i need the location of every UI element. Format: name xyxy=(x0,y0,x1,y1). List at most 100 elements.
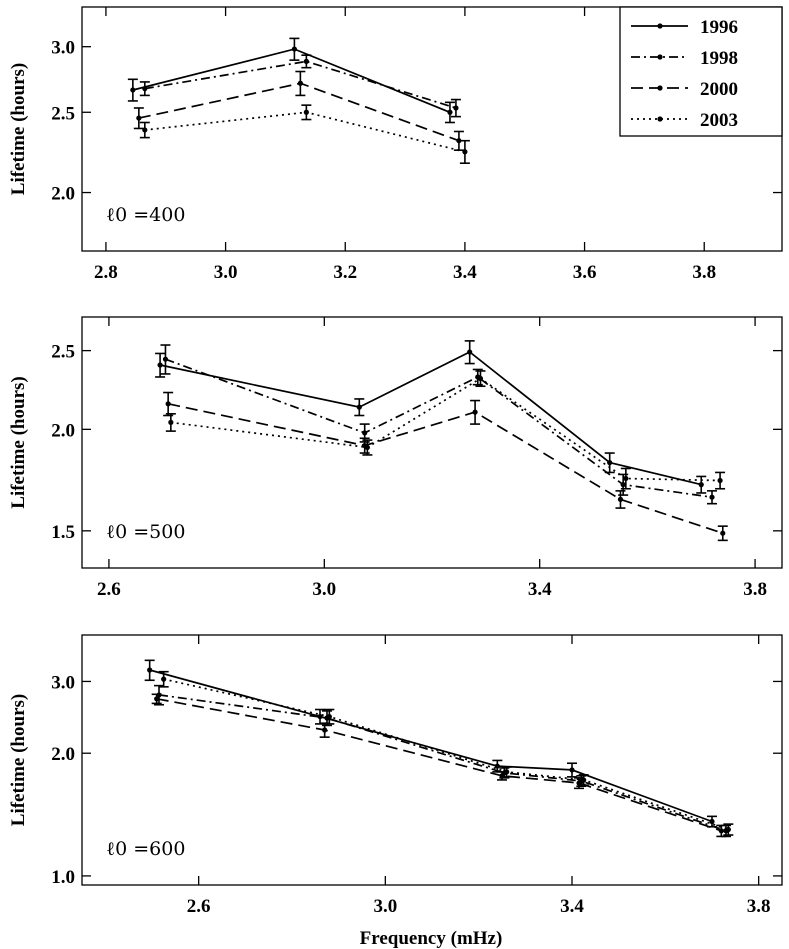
x-tick-label: 3.8 xyxy=(692,262,716,283)
data-point xyxy=(472,409,478,415)
series-2003 xyxy=(165,370,726,490)
y-tick-label: 2.0 xyxy=(51,420,75,441)
x-tick-label: 3.8 xyxy=(743,579,767,600)
data-point xyxy=(504,769,510,775)
plot-frame xyxy=(81,634,783,886)
legend-label-1996: 1996 xyxy=(700,17,738,38)
data-point xyxy=(620,482,626,488)
data-point xyxy=(499,773,505,779)
y-tick-label: 2.5 xyxy=(51,342,75,363)
y-tick-label: 1.0 xyxy=(51,867,75,888)
data-point xyxy=(453,105,459,111)
degree-annotation: ℓ0 =600 xyxy=(106,838,185,860)
data-point xyxy=(130,87,136,93)
data-point xyxy=(720,530,726,536)
y-axis-title: Lifetime (hours) xyxy=(8,694,29,826)
y-tick-label: 3.0 xyxy=(51,672,75,693)
series-line-2000 xyxy=(138,82,460,142)
data-point xyxy=(291,46,297,52)
data-point xyxy=(709,818,715,825)
x-tick-label: 3.0 xyxy=(373,896,397,917)
series-2003 xyxy=(139,104,470,164)
series-2000 xyxy=(151,693,727,838)
data-point xyxy=(447,109,453,115)
series-line-1996 xyxy=(159,350,702,486)
data-point xyxy=(477,375,484,382)
legend-label-1998: 1998 xyxy=(700,48,738,69)
data-point xyxy=(581,777,587,783)
data-point xyxy=(136,115,142,121)
series-line-1996 xyxy=(132,48,451,114)
x-tick-label: 3.4 xyxy=(528,579,552,600)
data-point xyxy=(157,362,163,368)
series-line-1996 xyxy=(149,669,713,823)
data-point xyxy=(168,419,174,425)
data-point xyxy=(303,109,309,115)
data-point xyxy=(147,667,153,673)
degree-annotation: ℓ0 =400 xyxy=(106,204,185,226)
legend-label-2003: 2003 xyxy=(700,110,738,131)
legend-label-2000: 2000 xyxy=(700,79,738,100)
y-tick-label: 1.5 xyxy=(51,522,75,543)
series-1996 xyxy=(144,659,717,828)
data-point xyxy=(161,676,167,682)
series-line-2003 xyxy=(144,111,466,153)
legend-marker-1998 xyxy=(657,54,663,60)
data-point xyxy=(364,444,370,451)
series-line-1998 xyxy=(158,694,727,832)
data-point xyxy=(356,404,362,410)
series-line-1998 xyxy=(144,60,457,109)
data-point xyxy=(717,477,723,484)
x-tick-label: 3.6 xyxy=(573,262,597,283)
data-point xyxy=(162,356,169,362)
series-line-2000 xyxy=(156,697,722,832)
series-2000 xyxy=(133,70,464,151)
y-tick-label: 2.0 xyxy=(51,184,75,205)
y-tick-label: 2.5 xyxy=(51,103,75,124)
data-point xyxy=(165,401,171,407)
data-point xyxy=(494,763,500,769)
data-point xyxy=(317,713,323,720)
data-point xyxy=(467,349,473,355)
series-1996 xyxy=(155,340,707,494)
data-point xyxy=(623,475,629,482)
x-tick-label: 3.8 xyxy=(747,896,771,917)
data-point xyxy=(576,780,582,786)
series-line-2000 xyxy=(168,402,724,535)
data-point xyxy=(322,727,328,733)
y-tick-label: 3.0 xyxy=(51,38,75,59)
series-2000 xyxy=(163,391,728,542)
panel-l600: 2.6 3.0 3.4 3.8 1.0 2.0 3.0 Lifetime (hours) Fre… xyxy=(8,634,783,949)
legend-marker-1996 xyxy=(657,23,663,29)
series-line-1998 xyxy=(165,358,713,499)
y-axis-title: Lifetime (hours) xyxy=(8,376,29,508)
data-point xyxy=(698,482,704,488)
panel-l400: 2.8 3.0 3.2 3.4 3.6 3.8 2.0 2.5 3.0 Lifetime (hou… xyxy=(8,6,783,283)
y-axis-title: Lifetime (hours) xyxy=(8,63,29,195)
legend-marker-2000 xyxy=(657,85,663,91)
series-2003 xyxy=(158,670,734,836)
legend-box xyxy=(619,6,783,137)
data-point xyxy=(607,460,613,466)
series-1996 xyxy=(127,37,455,124)
x-tick-label: 2.6 xyxy=(97,579,121,600)
data-point xyxy=(142,127,148,133)
panel-l500: 2.6 3.0 3.4 3.8 1.5 2.0 2.5 Lifetime (hours) ℓ0 … xyxy=(8,316,783,600)
data-point xyxy=(142,86,148,92)
data-point xyxy=(297,80,303,86)
series-1998 xyxy=(139,54,461,118)
data-point xyxy=(456,138,462,144)
data-point xyxy=(709,494,715,500)
x-tick-label: 3.4 xyxy=(560,896,584,917)
data-point xyxy=(462,149,468,155)
plot-frame xyxy=(81,316,783,569)
x-tick-label: 2.6 xyxy=(187,896,211,917)
series-1998 xyxy=(160,344,717,505)
x-tick-label: 3.0 xyxy=(312,579,336,600)
data-point xyxy=(569,767,575,773)
x-tick-label: 3.4 xyxy=(453,262,477,283)
data-point xyxy=(718,828,724,834)
data-point xyxy=(303,58,309,64)
degree-annotation: ℓ0 =500 xyxy=(106,521,185,543)
